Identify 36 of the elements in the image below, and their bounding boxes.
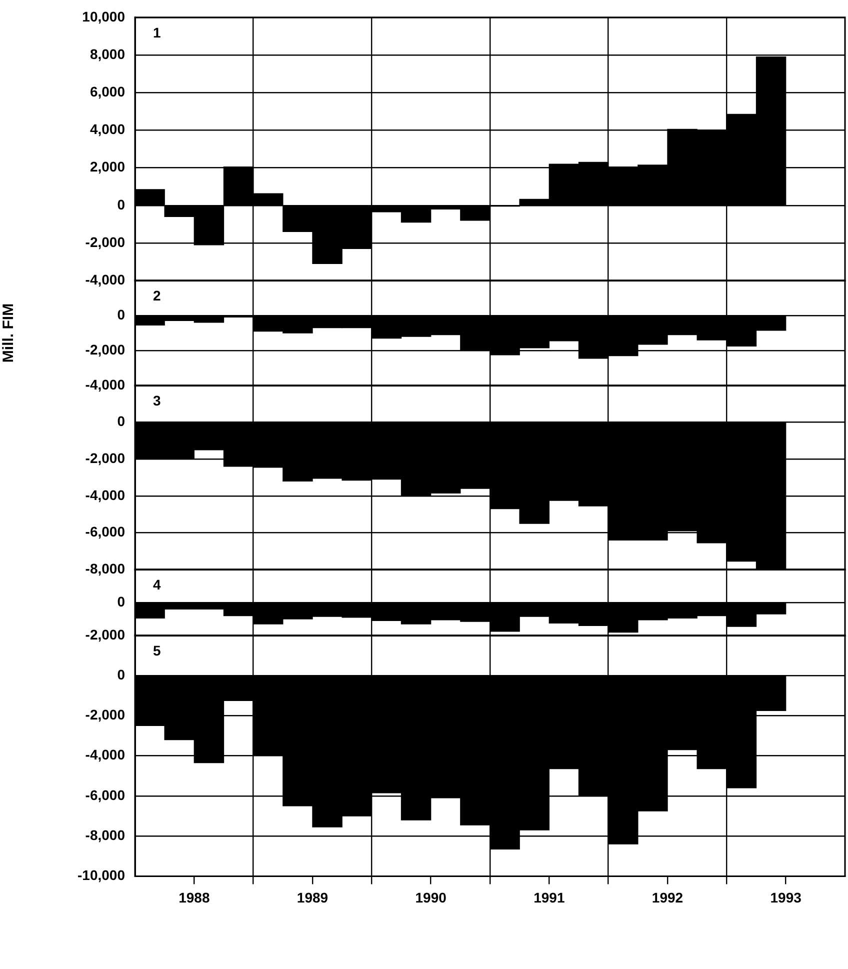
y-tick-label: 0 [117, 594, 126, 610]
x-tick-label: 1990 [415, 890, 447, 906]
y-tick-label: -8,000 [85, 827, 126, 844]
x-tick-label: 1993 [770, 890, 802, 906]
y-tick-label: -4,000 [85, 271, 126, 288]
y-tick-label: -6,000 [85, 787, 126, 804]
y-tick-label: 8,000 [90, 45, 126, 62]
y-tick-label: -4,000 [85, 486, 126, 503]
y-tick-label: -4,000 [85, 376, 126, 392]
x-tick-label: 1991 [534, 890, 565, 906]
x-tick-label: 1989 [296, 890, 328, 906]
y-tick-label: 0 [117, 413, 126, 430]
y-tick-label: 10,000 [82, 8, 126, 24]
y-tick-label: 0 [117, 306, 126, 322]
annotation: 2 [153, 287, 161, 304]
y-tick-label: 6,000 [90, 83, 126, 100]
y-tick-label: -2,000 [85, 706, 126, 723]
y-tick-label: -8,000 [85, 560, 126, 576]
x-tick-label: 1992 [652, 890, 684, 906]
annotation: 4 [153, 576, 161, 593]
y-tick-label: -4,000 [85, 747, 126, 764]
annotation: 1 [153, 24, 161, 40]
y-tick-label: 2,000 [90, 158, 126, 174]
y-tick-label: -2,000 [85, 341, 126, 358]
y-tick-label: -2,000 [85, 233, 126, 250]
y-tick-label: 0 [117, 666, 126, 683]
y-tick-label: 4,000 [90, 120, 126, 137]
y-tick-label: -2,000 [85, 450, 126, 466]
y-axis-title: Mill. FIM [0, 303, 18, 362]
y-tick-label: -10,000 [78, 867, 126, 884]
y-tick-label: -2,000 [85, 626, 126, 643]
annotation: 5 [153, 642, 161, 659]
annotation: 3 [153, 392, 161, 408]
y-tick-label: -6,000 [85, 524, 126, 540]
x-tick-label: 1988 [178, 890, 210, 906]
y-tick-label: 0 [117, 196, 126, 212]
